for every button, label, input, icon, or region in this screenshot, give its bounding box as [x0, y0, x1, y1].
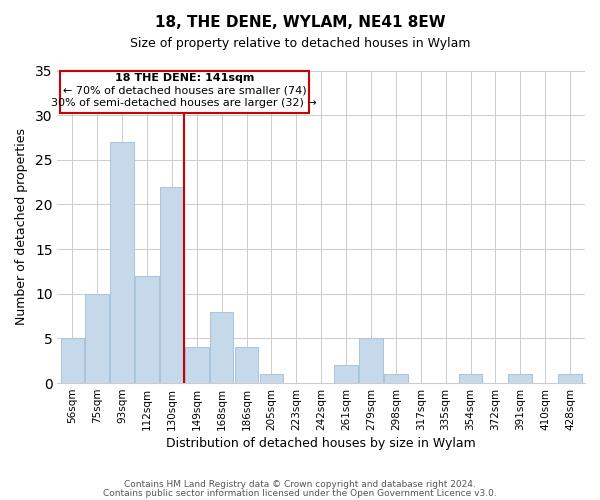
Bar	[135, 276, 159, 383]
Bar	[508, 374, 532, 383]
Bar	[210, 312, 233, 383]
Text: 30% of semi-detached houses are larger (32) →: 30% of semi-detached houses are larger (…	[52, 98, 317, 108]
Bar	[110, 142, 134, 383]
Text: Contains HM Land Registry data © Crown copyright and database right 2024.: Contains HM Land Registry data © Crown c…	[124, 480, 476, 489]
Bar	[85, 294, 109, 383]
Bar	[235, 348, 259, 383]
FancyBboxPatch shape	[60, 70, 309, 114]
Bar	[160, 186, 184, 383]
X-axis label: Distribution of detached houses by size in Wylam: Distribution of detached houses by size …	[166, 437, 476, 450]
Bar	[359, 338, 383, 383]
Text: Size of property relative to detached houses in Wylam: Size of property relative to detached ho…	[130, 38, 470, 51]
Bar	[185, 348, 209, 383]
Y-axis label: Number of detached properties: Number of detached properties	[15, 128, 28, 326]
Text: ← 70% of detached houses are smaller (74): ← 70% of detached houses are smaller (74…	[62, 85, 306, 95]
Text: 18 THE DENE: 141sqm: 18 THE DENE: 141sqm	[115, 72, 254, 83]
Bar	[558, 374, 582, 383]
Bar	[260, 374, 283, 383]
Bar	[459, 374, 482, 383]
Bar	[334, 365, 358, 383]
Bar	[384, 374, 407, 383]
Bar	[61, 338, 84, 383]
Text: 18, THE DENE, WYLAM, NE41 8EW: 18, THE DENE, WYLAM, NE41 8EW	[155, 15, 445, 30]
Text: Contains public sector information licensed under the Open Government Licence v3: Contains public sector information licen…	[103, 488, 497, 498]
